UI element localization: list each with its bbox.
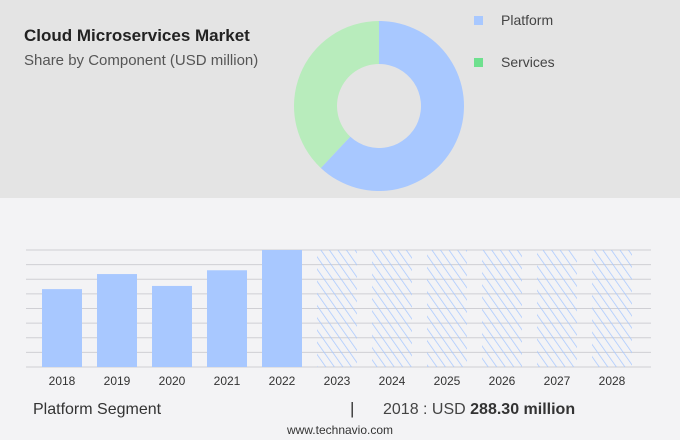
x-tick-label: 2018 — [49, 374, 76, 388]
bar-forecast-2024 — [372, 250, 412, 367]
bar-2018 — [42, 289, 82, 367]
x-tick-label: 2024 — [379, 374, 406, 388]
x-tick-label: 2025 — [434, 374, 461, 388]
bar-forecast-2025 — [427, 250, 467, 367]
legend-label: Platform — [501, 12, 554, 28]
bar-2019 — [97, 274, 137, 367]
bar-2022 — [262, 250, 302, 367]
bar-forecast-2023 — [317, 250, 357, 367]
x-tick-label: 2022 — [269, 374, 296, 388]
donut-slice-services — [294, 21, 379, 168]
bar-2020 — [152, 285, 192, 367]
legend-swatch-platform — [474, 15, 483, 25]
x-axis-ticks: 2018 2019 2020 2021 2022 2023 2024 2025 2026 2027… — [49, 374, 626, 388]
x-tick-label: 2026 — [489, 374, 516, 388]
x-tick-label: 2020 — [159, 374, 186, 388]
bar-forecast-2027 — [537, 250, 577, 367]
legend-services: Services — [474, 54, 555, 70]
x-tick-label: 2019 — [104, 374, 131, 388]
source-site: www.technavio.com — [286, 423, 394, 437]
separator: | — [350, 399, 355, 418]
x-tick-label: 2023 — [324, 374, 351, 388]
bar-2021 — [207, 270, 247, 367]
value-prefix: 2018 : USD — [383, 401, 471, 418]
x-tick-label: 2028 — [599, 374, 626, 388]
donut-slice-platform — [320, 21, 465, 192]
donut-chart — [294, 21, 465, 192]
value-amount: 288.30 million — [470, 401, 576, 418]
segment-label: Platform Segment — [33, 401, 162, 418]
bar-forecast-2028 — [592, 250, 632, 367]
legend-label: Services — [501, 54, 555, 70]
bar-forecast-2026 — [482, 250, 522, 367]
chart-title: Cloud Microservices Market — [24, 26, 250, 45]
bar-series — [42, 250, 632, 367]
x-tick-label: 2027 — [544, 374, 571, 388]
legend-swatch-services — [474, 57, 483, 67]
segment-value: 2018 : USD 288.30 million — [383, 401, 575, 419]
x-tick-label: 2021 — [214, 374, 241, 388]
legend-platform: Platform — [474, 12, 553, 28]
chart-subtitle: Share by Component (USD million) — [24, 52, 259, 69]
